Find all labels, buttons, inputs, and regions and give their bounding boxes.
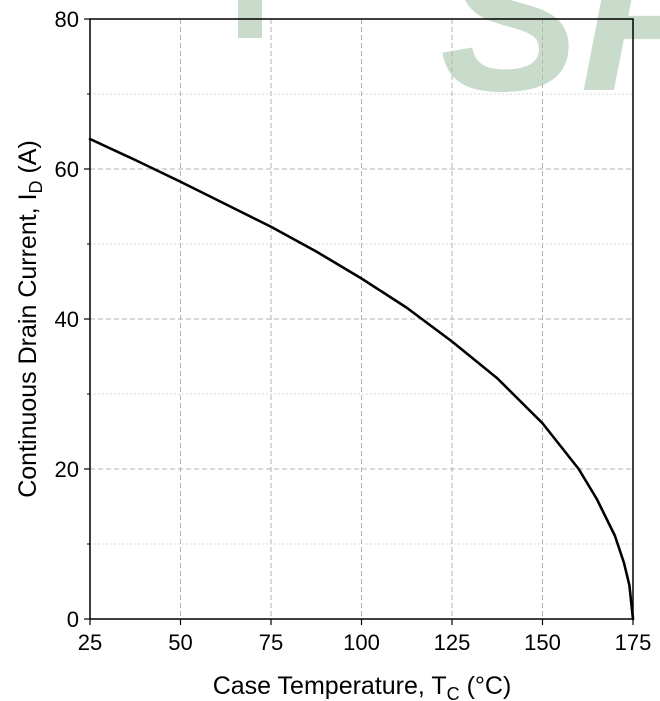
x-axis: 25 50 75 100 125 150 175 (78, 619, 652, 655)
y-tick-label: 0 (67, 607, 79, 632)
series-layer (88, 137, 635, 621)
x-tick-label: 125 (434, 630, 471, 655)
grid (90, 19, 633, 619)
x-tick-label: 175 (615, 630, 652, 655)
x-tick-label: 75 (259, 630, 283, 655)
watermark-text: SP (440, 0, 660, 135)
y-tick-label: 40 (55, 307, 79, 332)
x-axis-label: Case Temperature, TC (°C) (213, 672, 512, 701)
watermark: SP (238, 0, 660, 135)
x-tick-label: 100 (343, 630, 380, 655)
y-axis: 0 20 40 60 80 (55, 7, 90, 632)
x-tick-label: 25 (78, 630, 102, 655)
x-tick-label: 50 (168, 630, 192, 655)
y-axis-label: Continuous Drain Current, ID (A) (14, 140, 46, 498)
y-tick-label: 20 (55, 457, 79, 482)
drain-current-curve (88, 137, 635, 621)
x-tick-label: 150 (524, 630, 561, 655)
y-tick-label: 60 (55, 157, 79, 182)
y-tick-label: 80 (55, 7, 79, 32)
